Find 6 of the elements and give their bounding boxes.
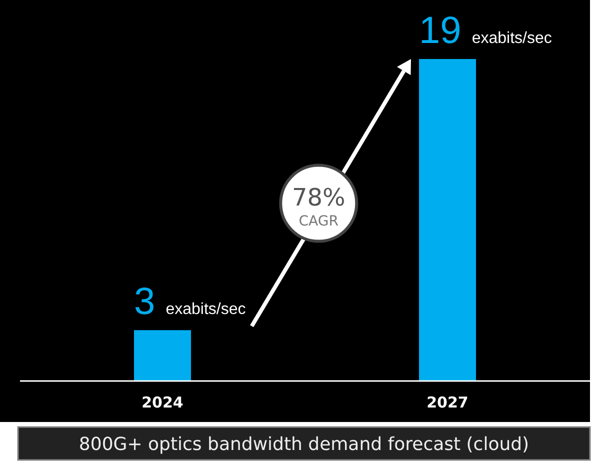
text: 800G+ optics bandwidth demand forecast (cloud) (78, 434, 530, 455)
data-label: 19 exabits/sec (419, 10, 552, 52)
x-tick-label: 2024 (142, 394, 184, 412)
annotation: 78% CAGR (292, 183, 346, 230)
data-label: 3 exabits/sec (134, 281, 246, 324)
x-tick-label: 2027 (426, 394, 468, 412)
